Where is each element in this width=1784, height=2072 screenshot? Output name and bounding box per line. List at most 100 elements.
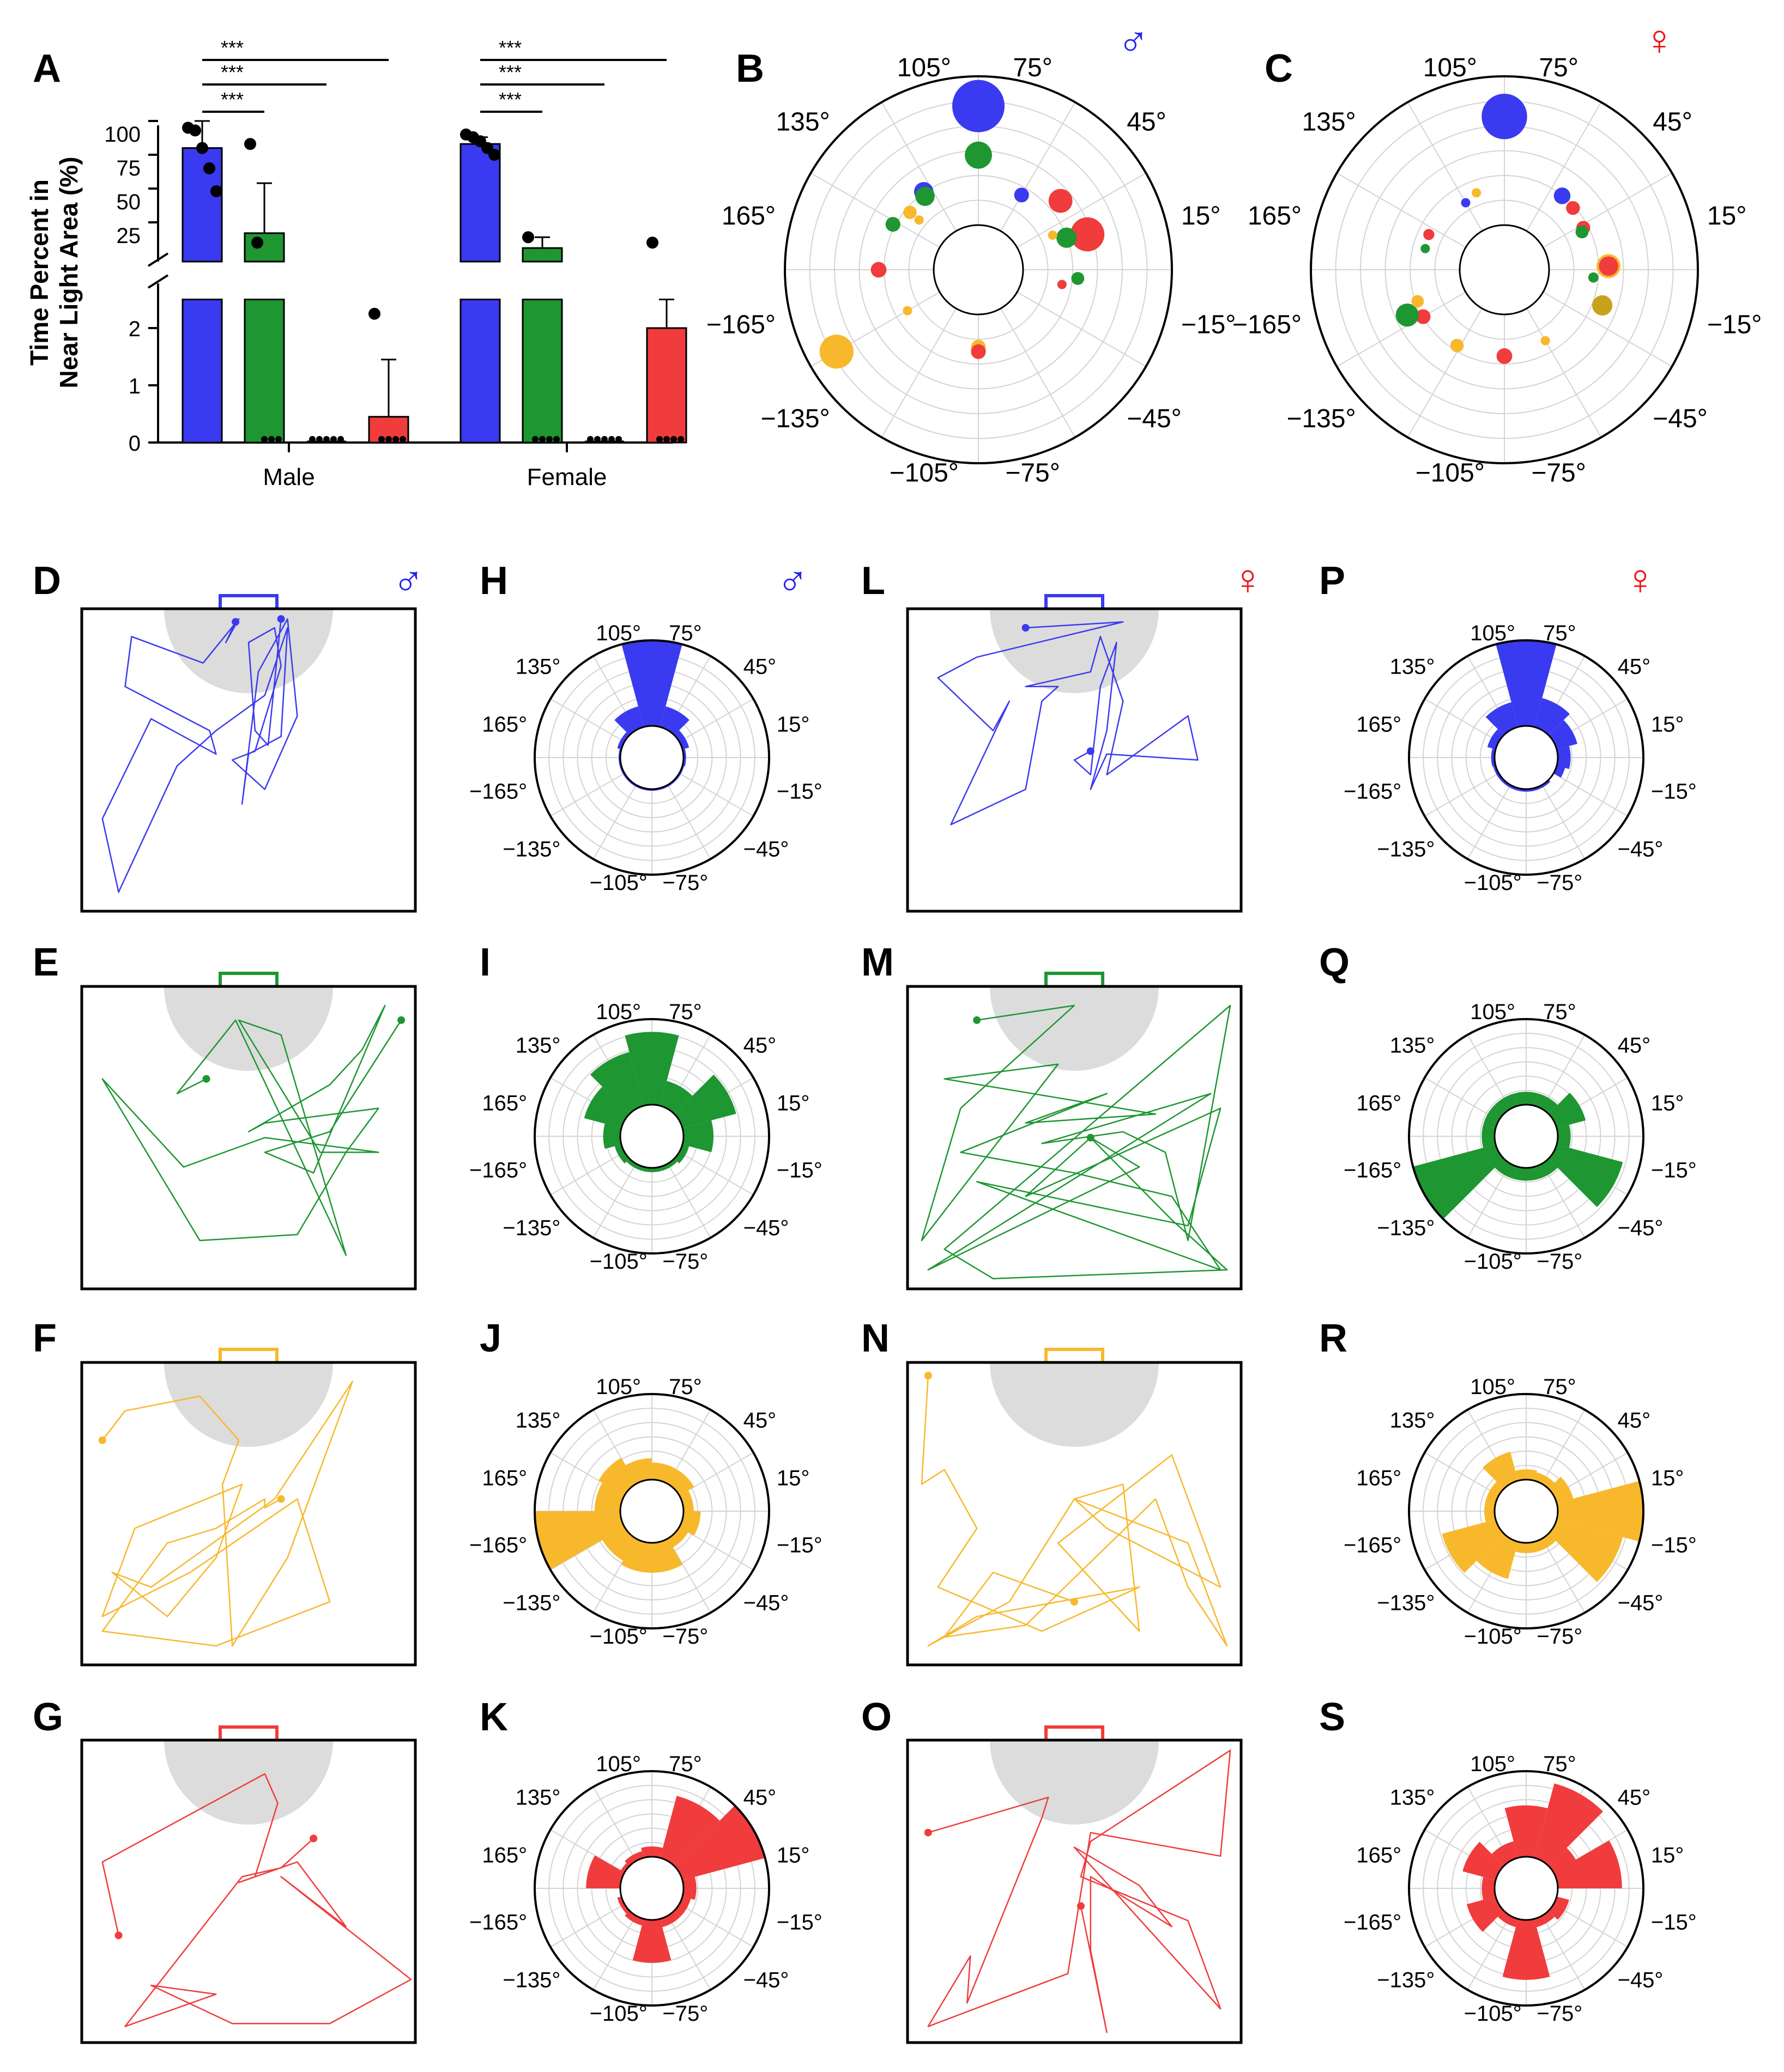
bubble-orange	[903, 306, 912, 316]
significance-label: ***	[221, 37, 244, 59]
rose-grid-spoke	[1467, 784, 1511, 859]
polar-grid-spoke	[881, 102, 957, 232]
light-area	[990, 1362, 1159, 1447]
rose-angle-label: 75°	[1543, 1000, 1576, 1024]
rose-wedge	[1534, 1783, 1603, 1866]
rose-angle-label: −135°	[503, 1591, 560, 1615]
rose-grid-spoke	[1553, 773, 1628, 817]
rose-angle-label: −105°	[590, 1625, 648, 1649]
rose-wedge	[660, 1159, 678, 1171]
rose-angle-label: 45°	[1618, 655, 1651, 678]
axis-break-mark-lower	[147, 274, 169, 289]
rose-angle-label: 75°	[669, 1375, 702, 1399]
rose-angle-label: −15°	[777, 1533, 823, 1557]
data-point-red	[368, 307, 380, 320]
trajectory-endpoint	[98, 1436, 106, 1444]
rose-angle-label: 165°	[1356, 713, 1401, 737]
panel-letter-c: C	[1265, 47, 1293, 90]
rose-wedge	[632, 1919, 672, 1963]
data-point-green	[553, 436, 560, 443]
trajectory-endpoint	[1086, 1134, 1094, 1142]
rose-wedge	[674, 1897, 691, 1917]
rose-wedge	[1497, 1911, 1518, 1928]
rose-wedge	[1495, 1093, 1518, 1114]
polar-grid-spoke	[1017, 292, 1146, 367]
panel-letter-g: G	[33, 1695, 63, 1739]
arena-box	[80, 1361, 417, 1667]
rose-angle-label: 75°	[1543, 1375, 1576, 1399]
trajectory-line	[101, 618, 298, 893]
rose-wedge	[614, 706, 644, 735]
light-area	[164, 986, 333, 1071]
bar-upper-green	[244, 232, 285, 263]
rose-grid-spoke	[550, 1904, 625, 1948]
rose-angle-label: −75°	[662, 871, 708, 895]
bubble-orange	[1450, 338, 1464, 353]
polar-angle-label: −45°	[1653, 404, 1708, 433]
data-point-orange	[615, 436, 622, 443]
data-point-blue	[210, 185, 222, 197]
rose-wedge	[1557, 1124, 1571, 1148]
polar-inner-ring	[1459, 224, 1550, 316]
rose-wedge	[1484, 1500, 1496, 1522]
bubble-green	[1575, 225, 1589, 239]
rose-grid-spoke	[592, 1786, 637, 1862]
rose-grid-spoke	[592, 1915, 637, 1990]
polar-angle-label: 75°	[1013, 53, 1053, 82]
rose-grid-spoke	[550, 1152, 625, 1196]
rose-wedge	[1515, 1469, 1537, 1481]
data-point-green	[261, 436, 268, 443]
light-source-marker	[219, 1348, 279, 1362]
polar-grid-spoke	[1000, 308, 1076, 438]
bar-upper-blue	[182, 147, 223, 263]
bubble-orange	[819, 335, 854, 369]
panel-letter-a: A	[33, 47, 61, 90]
trajectory-line	[921, 1376, 1228, 1647]
arena-box	[80, 607, 417, 913]
rose-angle-label: 15°	[1651, 1467, 1684, 1491]
polar-angle-label: −75°	[1005, 459, 1060, 488]
light-source-marker	[1044, 594, 1104, 609]
data-point-green	[268, 436, 275, 443]
rose-wedge	[679, 1490, 694, 1511]
rose-grid-spoke	[1553, 1904, 1628, 1948]
female-symbol-l: ♀	[1232, 555, 1264, 603]
rose-wedge	[586, 1855, 625, 1888]
polar-grid-spoke	[881, 308, 957, 438]
rose-angle-label: 45°	[1618, 1033, 1651, 1057]
rose-grid-spoke	[667, 784, 711, 859]
rose-wedge	[598, 1458, 636, 1495]
rose-angle-label: 105°	[1470, 1000, 1515, 1024]
rose-wedge	[660, 706, 690, 735]
rose-angle-label: −135°	[1377, 1591, 1435, 1615]
rose-angle-label: −135°	[1377, 1968, 1435, 1992]
rose-wedge	[625, 1458, 652, 1484]
rose-wedge	[1549, 1519, 1623, 1582]
rose-inner-ring	[1493, 725, 1559, 790]
rose-angle-label: −45°	[743, 1968, 789, 1992]
bubble-orange	[1472, 188, 1481, 198]
rose-wedge	[1549, 1093, 1586, 1128]
trajectory-endpoint	[277, 1495, 285, 1503]
light-area	[990, 986, 1159, 1071]
rose-wedge	[621, 1538, 652, 1573]
rose-inner-ring	[619, 1104, 685, 1169]
rose-angle-label: −165°	[1344, 1158, 1401, 1182]
polar-outer-ring	[784, 75, 1173, 464]
bubble-red	[1048, 189, 1073, 213]
polar-angle-label: −15°	[1181, 310, 1236, 339]
panel-letter-e: E	[33, 941, 59, 984]
polar-angle-label: 105°	[1423, 53, 1477, 82]
polar-outer-ring	[1310, 75, 1699, 464]
panel-letter-o: O	[861, 1695, 892, 1739]
y-tick-lower-0: 0	[129, 432, 141, 456]
light-source-marker	[219, 1725, 279, 1740]
rose-grid-spoke	[1541, 784, 1586, 859]
rose-wedge	[1549, 1897, 1569, 1920]
rose-angle-label: 105°	[1470, 1375, 1515, 1399]
rose-angle-label: 75°	[669, 1752, 702, 1776]
panel-letter-n: N	[861, 1317, 890, 1360]
rose-angle-label: 165°	[482, 1844, 527, 1868]
bubble-red	[971, 344, 986, 359]
